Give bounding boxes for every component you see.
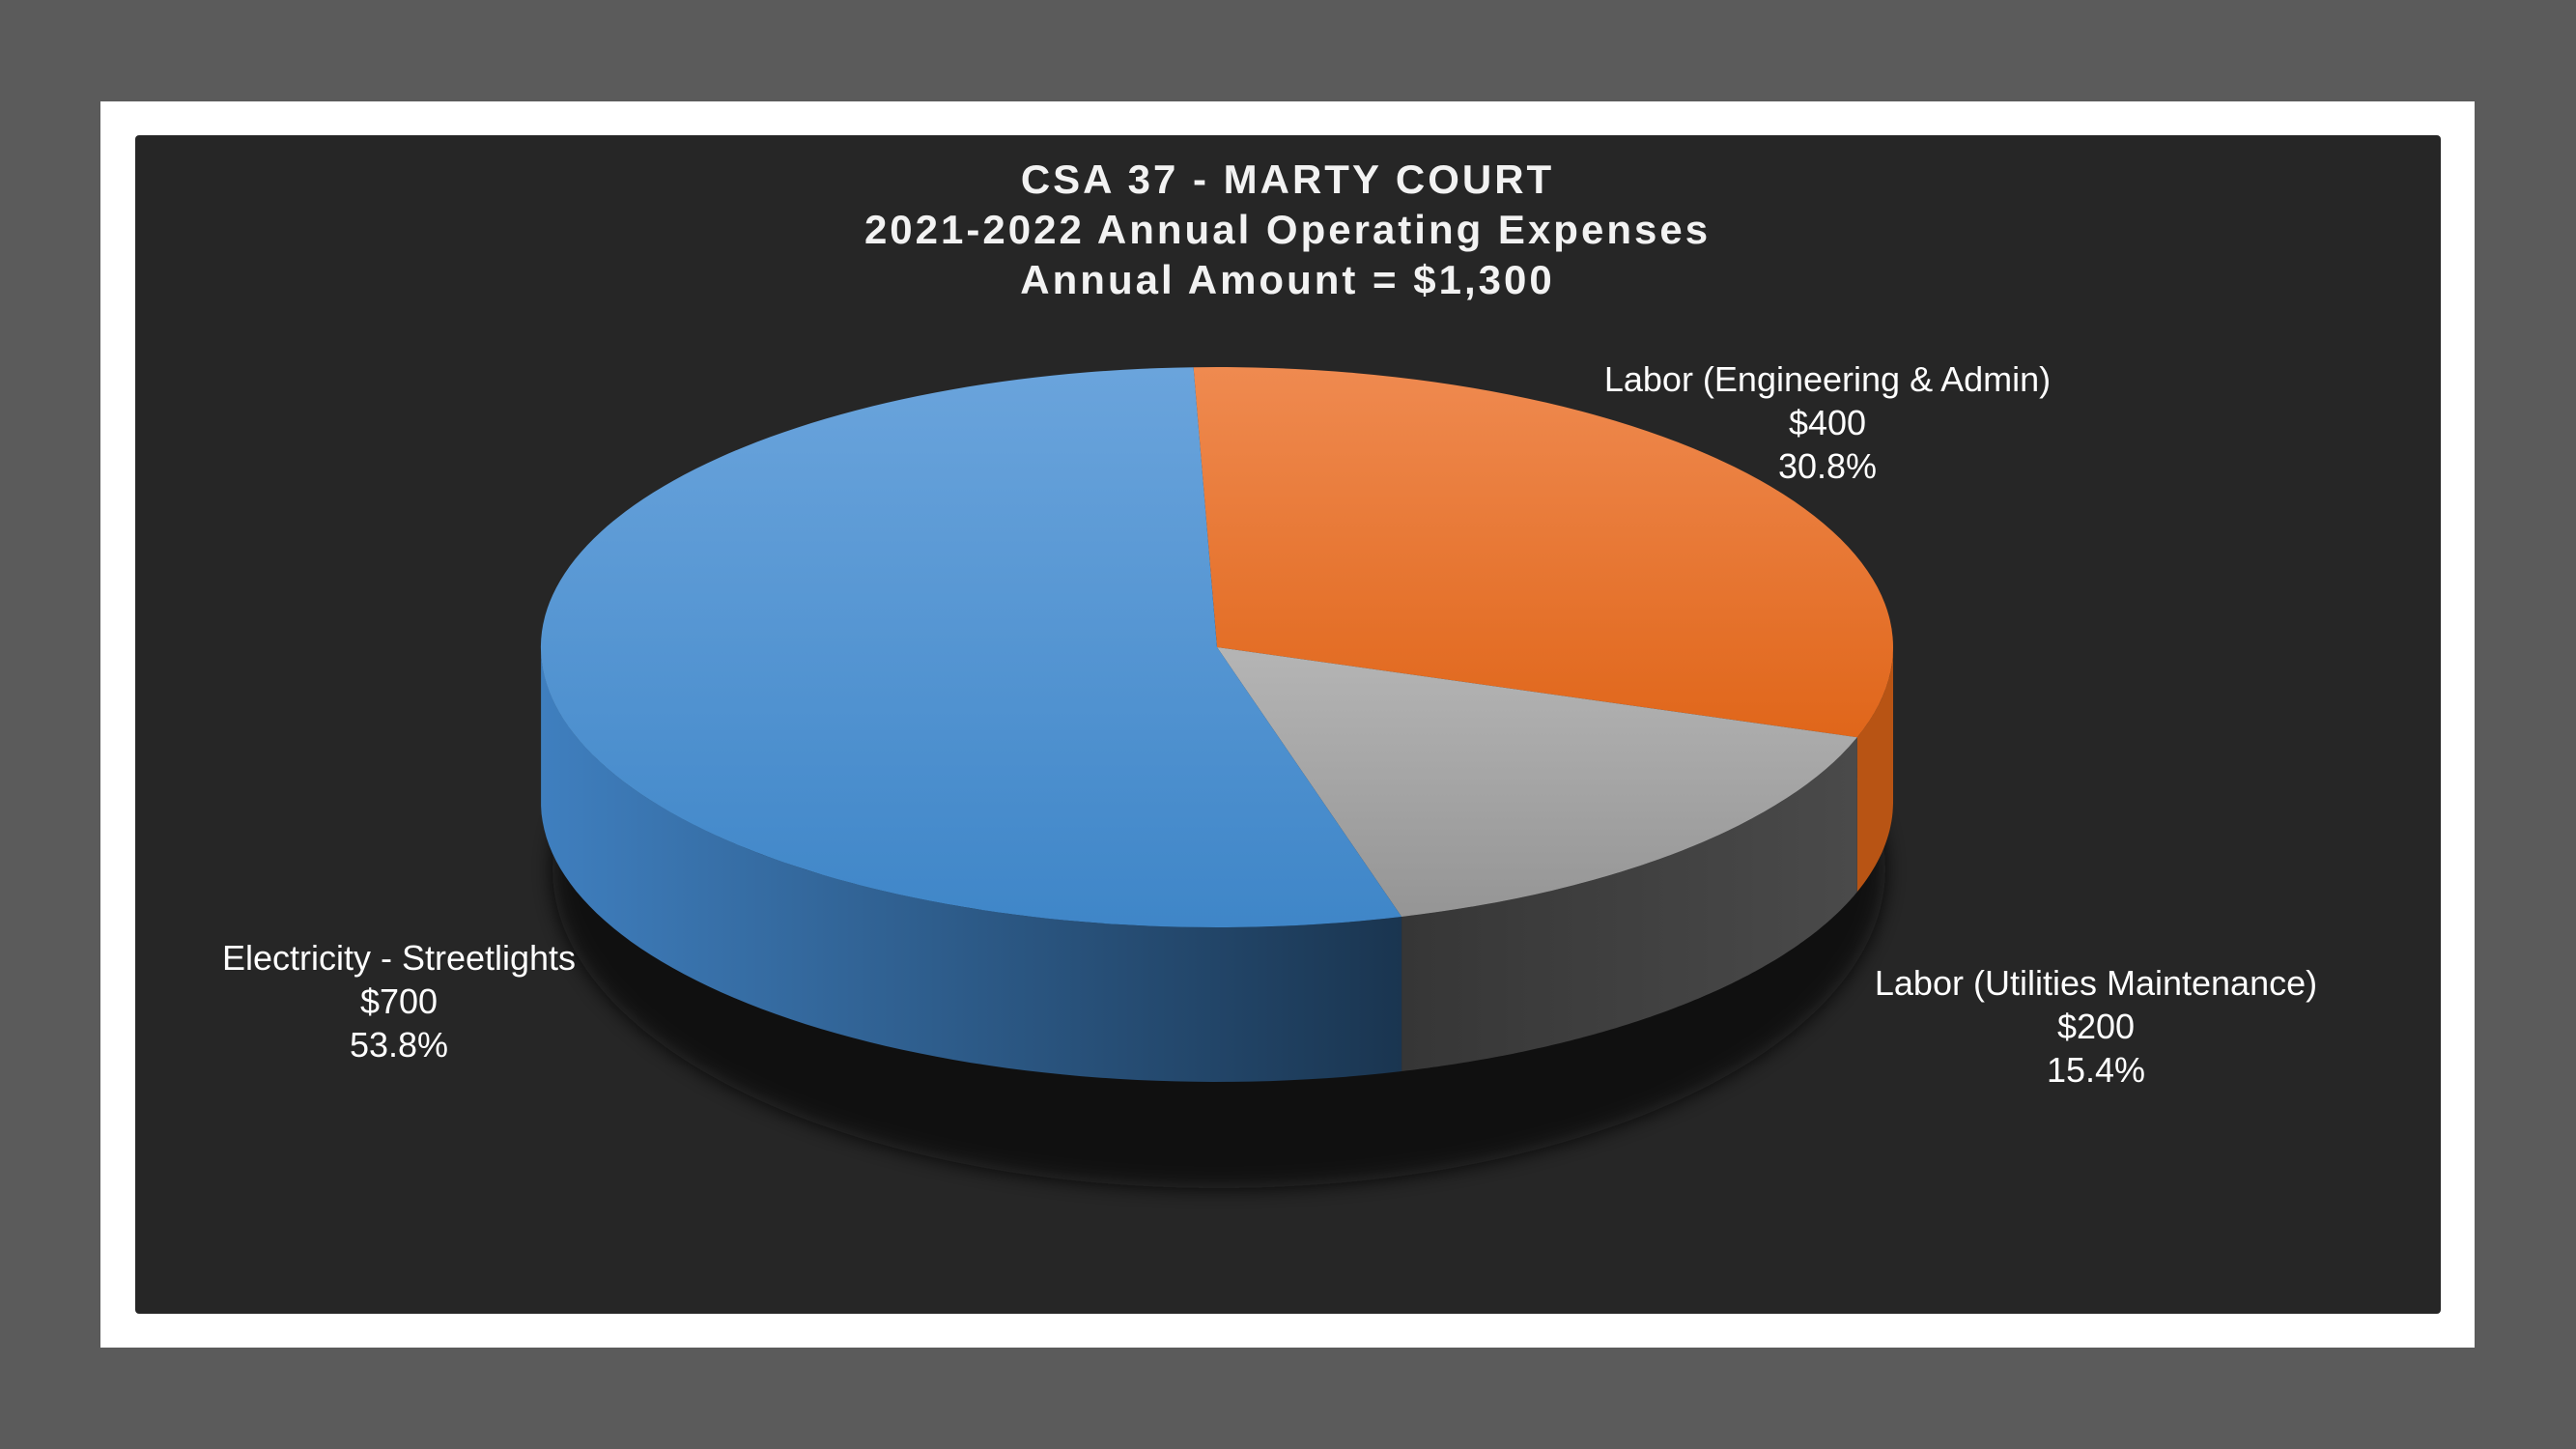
slice-label-value-1: $200 <box>2057 1007 2135 1046</box>
slice-label-2: Electricity - Streetlights $700 53.8% <box>222 938 576 1065</box>
slice-label-percent-1: 15.4% <box>2047 1050 2145 1090</box>
slice-side-1 <box>1401 737 1857 1071</box>
title-line-2: 2021-2022 Annual Operating Expenses <box>864 207 1711 252</box>
slice-label-0: Labor (Engineering & Admin) $400 30.8% <box>1604 359 2051 486</box>
pie-sides <box>541 648 1893 1082</box>
slice-label-1: Labor (Utilities Maintenance) $200 15.4% <box>1875 963 2317 1090</box>
slice-side-0 <box>1856 648 1893 893</box>
slice-label-name-1: Labor (Utilities Maintenance) <box>1875 963 2317 1003</box>
slice-top-1 <box>1217 647 1857 917</box>
title-line-1: CSA 37 - MARTY COURT <box>1021 156 1554 202</box>
title-line-3: Annual Amount = $1,300 <box>1020 257 1554 302</box>
pie-tops <box>540 367 1893 928</box>
slice-label-percent-0: 30.8% <box>1778 446 1877 486</box>
slice-label-name-2: Electricity - Streetlights <box>222 938 576 978</box>
pie-labels: Labor (Engineering & Admin) $400 30.8% L… <box>222 359 2317 1090</box>
slice-top-0 <box>1193 367 1893 738</box>
slice-label-value-0: $400 <box>1789 403 1866 442</box>
slice-label-percent-2: 53.8% <box>350 1025 448 1065</box>
slice-label-name-0: Labor (Engineering & Admin) <box>1604 359 2051 399</box>
slice-top-2 <box>540 367 1402 928</box>
slice-side-2 <box>541 651 1402 1082</box>
slice-label-value-2: $700 <box>360 981 438 1021</box>
chart-title: CSA 37 - MARTY COURT 2021-2022 Annual Op… <box>864 156 1711 302</box>
